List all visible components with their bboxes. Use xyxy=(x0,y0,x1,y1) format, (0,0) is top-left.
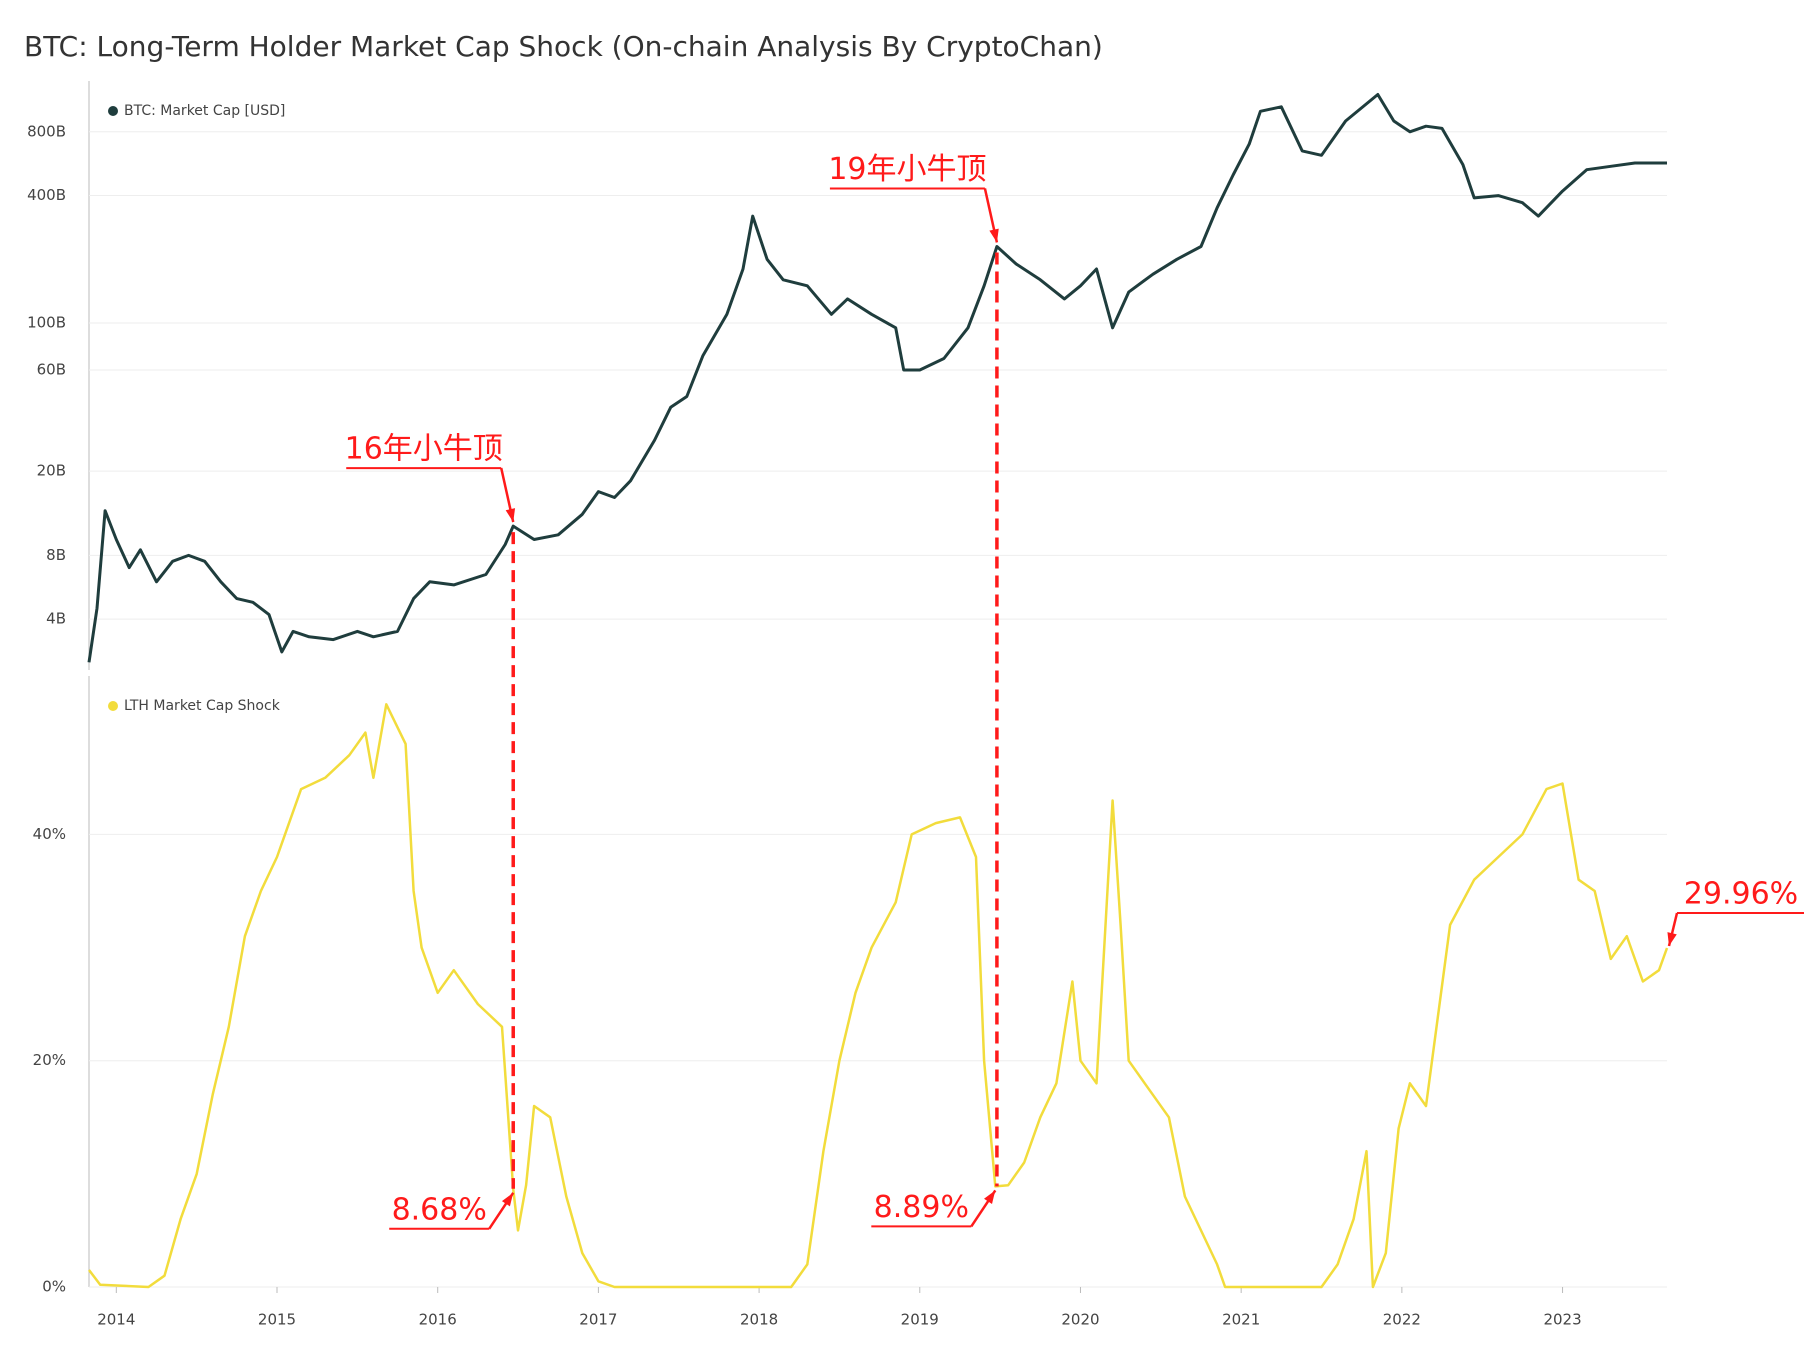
arrow-head xyxy=(501,1192,514,1207)
y-tick-label: 400B xyxy=(27,186,66,204)
y-tick-label: 0% xyxy=(42,1278,66,1296)
y-tick-label: 20B xyxy=(37,462,66,480)
annotation-text: 19年小牛顶 xyxy=(828,152,986,187)
y-tick-label: 20% xyxy=(33,1051,66,1069)
arrow-head xyxy=(984,1190,996,1205)
x-tick-label: 2015 xyxy=(258,1311,296,1329)
chart-title: BTC: Long-Term Holder Market Cap Shock (… xyxy=(24,30,1103,63)
y-tick-label: 4B xyxy=(46,610,66,628)
y-tick-label: 800B xyxy=(27,122,66,140)
data-line xyxy=(87,93,1667,663)
annotation-text: 16年小牛顶 xyxy=(345,432,503,467)
y-tick-label: 60B xyxy=(37,361,66,379)
y-tick-label: 100B xyxy=(27,314,66,332)
x-tick-label: 2017 xyxy=(579,1311,617,1329)
x-tick-label: 2014 xyxy=(97,1311,135,1329)
annotation-text: 8.89% xyxy=(874,1190,969,1225)
x-tick-label: 2018 xyxy=(740,1311,778,1329)
x-tick-label: 2016 xyxy=(419,1311,457,1329)
x-tick-label: 2019 xyxy=(901,1311,939,1329)
annotation-text: 8.68% xyxy=(392,1192,487,1227)
y-tick-label: 8B xyxy=(46,546,66,564)
arrow-head xyxy=(1667,932,1677,947)
legend-marker xyxy=(108,106,118,116)
x-tick-label: 2023 xyxy=(1543,1311,1581,1329)
arrow-head xyxy=(505,508,516,523)
x-tick-label: 2022 xyxy=(1383,1311,1421,1329)
x-tick-label: 2020 xyxy=(1061,1311,1099,1329)
legend-label: BTC: Market Cap [USD] xyxy=(124,103,285,119)
legend-label: LTH Market Cap Shock xyxy=(124,698,281,714)
arrow-head xyxy=(989,228,999,243)
legend-marker xyxy=(108,701,118,711)
annotation-text: 29.96% xyxy=(1684,877,1798,912)
data-line xyxy=(88,703,1669,1289)
x-tick-label: 2021 xyxy=(1222,1311,1260,1329)
y-tick-label: 40% xyxy=(33,825,66,843)
